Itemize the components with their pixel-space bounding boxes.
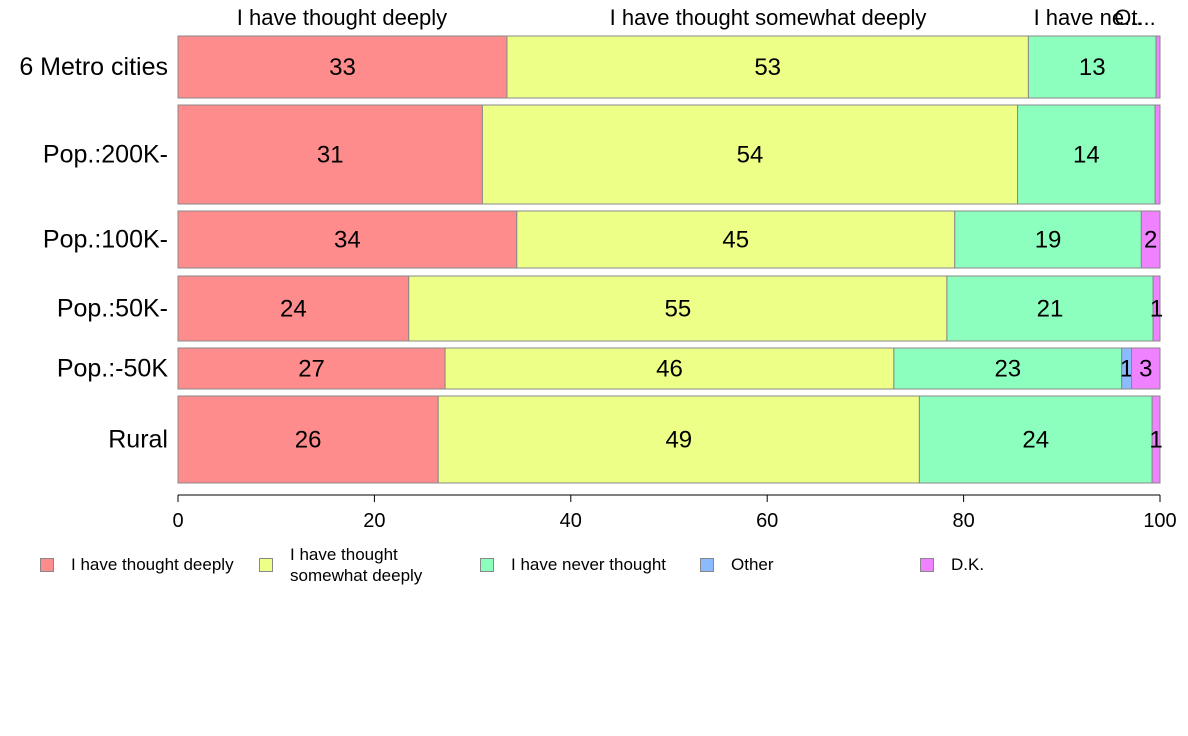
top-label-1: I have thought deeply bbox=[237, 5, 447, 30]
legend-label-thought-somewhat-deeply: I have thought somewhat deeply bbox=[290, 545, 423, 585]
category-label-6-metro-cities: 6 Metro cities bbox=[19, 53, 168, 81]
legend-swatch-never-thought bbox=[480, 558, 494, 572]
x-tick-label-60: 60 bbox=[756, 510, 778, 532]
bar-i-have-thought-deeply-pop-50k bbox=[177, 347, 446, 390]
data-label-i-have-thought-somewhat-deeply-pop-50k: 46 bbox=[656, 356, 683, 383]
legend-label-thought-deeply: I have thought deeply bbox=[71, 555, 234, 574]
bar-i-have-thought-somewhat-deeply-pop-100k bbox=[516, 210, 956, 269]
x-tick-label-20: 20 bbox=[363, 510, 385, 532]
legend-label-never-thought: I have never thought bbox=[511, 555, 667, 574]
x-tick-label-80: 80 bbox=[952, 510, 974, 532]
bar-i-have-thought-deeply-pop-200k bbox=[177, 104, 483, 205]
x-tick-label-0: 0 bbox=[172, 510, 183, 532]
bar-d-k-pop-50k bbox=[1152, 275, 1161, 342]
bar-i-have-thought-deeply-pop-50k bbox=[177, 275, 410, 342]
category-label-rural: Rural bbox=[108, 426, 168, 454]
category-label-pop-100k: Pop.:100K- bbox=[43, 226, 168, 254]
data-label-i-have-never-thought-pop-50k: 23 bbox=[994, 356, 1021, 383]
legend-swatch-dk bbox=[920, 558, 934, 572]
data-label-d-k-pop-100k: 2 bbox=[1144, 227, 1157, 254]
bar-i-have-thought-deeply-6-metro-cities bbox=[177, 35, 508, 99]
data-label-i-have-thought-somewhat-deeply-6-metro-cities: 53 bbox=[754, 54, 781, 81]
bar-d-k-pop-50k bbox=[1131, 347, 1161, 390]
legend-item-thought-somewhat-deeply: I have thought somewhat deeply bbox=[259, 544, 422, 586]
data-label-d-k-rural: 1 bbox=[1149, 427, 1162, 454]
bar-i-have-never-thought-pop-50k bbox=[946, 275, 1154, 342]
data-label-i-have-thought-deeply-pop-200k: 31 bbox=[317, 142, 344, 169]
bar-d-k-pop-200k bbox=[1154, 104, 1161, 205]
data-label-i-have-never-thought-pop-100k: 19 bbox=[1035, 227, 1062, 254]
category-label-pop-50k: Pop.:50K- bbox=[57, 295, 168, 323]
data-label-i-have-thought-deeply-pop-100k: 34 bbox=[334, 227, 361, 254]
data-label-i-have-thought-somewhat-deeply-rural: 49 bbox=[665, 427, 692, 454]
data-label-other-pop-50k: 1 bbox=[1120, 356, 1133, 383]
bar-i-have-never-thought-pop-50k bbox=[893, 347, 1123, 390]
data-label-i-have-never-thought-rural: 24 bbox=[1022, 427, 1049, 454]
bar-i-have-never-thought-rural bbox=[918, 395, 1153, 484]
legend-label-other: Other bbox=[731, 555, 774, 574]
legend-swatch-other bbox=[700, 558, 714, 572]
data-label-i-have-thought-deeply-6-metro-cities: 33 bbox=[329, 54, 356, 81]
bar-i-have-thought-somewhat-deeply-pop-50k bbox=[408, 275, 948, 342]
legend-item-thought-deeply: I have thought deeply bbox=[40, 544, 234, 575]
bar-i-have-thought-somewhat-deeply-rural bbox=[437, 395, 920, 484]
top-label-3: I have ne... bbox=[1034, 5, 1143, 30]
category-label-pop-200k: Pop.:200K- bbox=[43, 141, 168, 169]
legend: I have thought deeply I have thought som… bbox=[40, 544, 1160, 594]
bar-i-have-thought-somewhat-deeply-pop-200k bbox=[481, 104, 1019, 205]
top-label-2: I have thought somewhat deeply bbox=[610, 5, 927, 30]
stacked-bar-chart: I have thought deeply I have thought some… bbox=[19, 5, 1176, 532]
bar-i-have-thought-somewhat-deeply-6-metro-cities bbox=[506, 35, 1029, 99]
x-tick-label-100: 100 bbox=[1143, 510, 1176, 532]
category-label-pop-50k: Pop.:-50K bbox=[57, 355, 169, 383]
bar-d-k-pop-100k bbox=[1140, 210, 1161, 269]
data-label-i-have-never-thought-pop-200k: 14 bbox=[1073, 142, 1100, 169]
bar-i-have-thought-somewhat-deeply-pop-50k bbox=[444, 347, 895, 390]
data-label-i-have-thought-somewhat-deeply-pop-200k: 54 bbox=[737, 142, 764, 169]
bar-i-have-never-thought-6-metro-cities bbox=[1027, 35, 1157, 99]
data-label-i-have-never-thought-pop-50k: 21 bbox=[1037, 296, 1064, 323]
x-tick-label-40: 40 bbox=[560, 510, 582, 532]
bar-i-have-thought-deeply-rural bbox=[177, 395, 439, 484]
top-label-4: Ot... bbox=[1114, 5, 1156, 30]
legend-item-never-thought: I have never thought bbox=[480, 544, 666, 575]
legend-item-dk: D.K. bbox=[920, 544, 984, 575]
bar-i-have-never-thought-pop-200k bbox=[1017, 104, 1156, 205]
data-label-i-have-thought-deeply-pop-50k: 24 bbox=[280, 296, 307, 323]
data-label-i-have-thought-deeply-pop-50k: 27 bbox=[298, 356, 325, 383]
data-label-i-have-never-thought-6-metro-cities: 13 bbox=[1079, 54, 1106, 81]
bar-d-k-6-metro-cities bbox=[1155, 35, 1161, 99]
data-label-d-k-pop-50k: 3 bbox=[1139, 356, 1152, 383]
legend-item-other: Other bbox=[700, 544, 774, 575]
legend-swatch-thought-deeply bbox=[40, 558, 54, 572]
legend-swatch-thought-somewhat-deeply bbox=[259, 558, 273, 572]
legend-label-dk: D.K. bbox=[951, 555, 985, 574]
data-label-i-have-thought-somewhat-deeply-pop-50k: 55 bbox=[664, 296, 691, 323]
data-label-d-k-pop-50k: 1 bbox=[1150, 296, 1163, 323]
bar-i-have-never-thought-pop-100k bbox=[954, 210, 1142, 269]
data-label-i-have-thought-somewhat-deeply-pop-100k: 45 bbox=[722, 227, 749, 254]
bar-d-k-rural bbox=[1151, 395, 1161, 484]
data-label-i-have-thought-deeply-rural: 26 bbox=[295, 427, 322, 454]
bar-i-have-thought-deeply-pop-100k bbox=[177, 210, 518, 269]
